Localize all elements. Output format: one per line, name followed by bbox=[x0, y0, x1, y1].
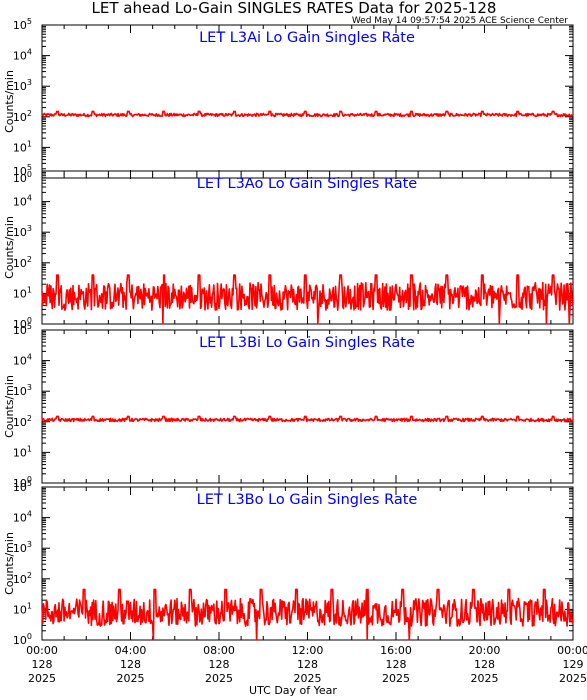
x-tick-label-year: 2025 bbox=[28, 672, 56, 685]
y-tick-label: 101 bbox=[13, 444, 32, 459]
x-tick-label-doy: 128 bbox=[297, 658, 318, 671]
x-tick-label-year: 2025 bbox=[205, 672, 233, 685]
y-axis-title: Counts/min bbox=[3, 70, 16, 133]
panel-3: 100 101 102 103 104 105 Counts/min LET L3Bi Lo … bbox=[3, 322, 574, 490]
y-tick-label: 105 bbox=[13, 17, 32, 32]
plot-frame bbox=[41, 329, 574, 484]
panel-title: LET L3Bo Lo Gain Singles Rate bbox=[197, 492, 418, 508]
x-tick-label-time: 00:00 bbox=[26, 644, 58, 657]
x-tick-label-year: 2025 bbox=[294, 672, 322, 685]
series-line bbox=[41, 110, 574, 118]
y-axis-title: Counts/min bbox=[3, 216, 16, 279]
x-tick-label-year: 2025 bbox=[117, 672, 145, 685]
y-tick-label: 102 bbox=[13, 571, 32, 586]
x-tick-label-time: 08:00 bbox=[203, 644, 235, 657]
x-axis-labels: 00:00128202504:00128202508:00128202512:0… bbox=[26, 644, 587, 685]
y-tick-label: 101 bbox=[13, 139, 32, 154]
series-line bbox=[41, 415, 574, 423]
panel-title: LET L3Ai Lo Gain Singles Rate bbox=[199, 30, 415, 46]
x-tick-label-time: 04:00 bbox=[115, 644, 147, 657]
y-tick-label: 102 bbox=[13, 255, 32, 270]
panel-4: 100 101 102 103 104 105 Counts/min LET L3Bo Lo … bbox=[3, 479, 574, 647]
panel-title: LET L3Bi Lo Gain Singles Rate bbox=[199, 335, 415, 351]
y-tick-label: 105 bbox=[13, 163, 32, 178]
x-tick-label-doy: 128 bbox=[209, 658, 230, 671]
y-tick-label: 105 bbox=[13, 479, 32, 494]
y-tick-label: 103 bbox=[13, 224, 32, 239]
x-axis-title: UTC Day of Year bbox=[249, 684, 337, 697]
series-line bbox=[41, 274, 574, 325]
y-tick-label: 101 bbox=[13, 601, 32, 616]
y-tick-label: 104 bbox=[13, 194, 32, 209]
y-tick-label: 104 bbox=[13, 48, 32, 63]
panel-1: 100 101 102 103 104 105 Counts/min LET L3Ai Lo … bbox=[3, 17, 574, 185]
y-tick-label: 101 bbox=[13, 285, 32, 300]
y-axis-title: Counts/min bbox=[3, 375, 16, 438]
x-tick-label-year: 2025 bbox=[382, 672, 410, 685]
x-tick-label-time: 16:00 bbox=[380, 644, 412, 657]
y-tick-label: 102 bbox=[13, 109, 32, 124]
panels: 100 101 102 103 104 105 Counts/min LET L3Ai Lo … bbox=[3, 17, 574, 647]
y-tick-label: 104 bbox=[13, 353, 32, 368]
panel-2: 100 101 102 103 104 105 Counts/min LET L3Ao Lo … bbox=[3, 163, 574, 331]
x-tick-label-time: 20:00 bbox=[469, 644, 501, 657]
x-tick-label-doy: 128 bbox=[32, 658, 53, 671]
y-tick-label: 104 bbox=[13, 510, 32, 525]
y-tick-label: 103 bbox=[13, 78, 32, 93]
y-tick-label: 100 bbox=[13, 316, 32, 331]
x-tick-label-doy: 128 bbox=[474, 658, 495, 671]
y-tick-label: 103 bbox=[13, 540, 32, 555]
series-line bbox=[41, 588, 574, 641]
y-tick-label: 100 bbox=[13, 475, 32, 490]
timestamp: Wed May 14 09:57:54 2025 ACE Science Cen… bbox=[352, 16, 568, 26]
x-tick-label-time: 00:00 bbox=[557, 644, 587, 657]
panel-title: LET L3Ao Lo Gain Singles Rate bbox=[197, 176, 417, 192]
figure-title: LET ahead Lo-Gain SINGLES RATES Data for… bbox=[92, 0, 497, 17]
y-tick-label: 103 bbox=[13, 383, 32, 398]
x-tick-label-doy: 129 bbox=[563, 658, 584, 671]
y-axis-title: Counts/min bbox=[3, 532, 16, 595]
x-tick-label-year: 2025 bbox=[471, 672, 499, 685]
x-tick-label-year: 2025 bbox=[559, 672, 587, 685]
x-tick-label-doy: 128 bbox=[120, 658, 141, 671]
y-tick-label: 102 bbox=[13, 414, 32, 429]
x-tick-label-time: 12:00 bbox=[292, 644, 324, 657]
y-tick-label: 100 bbox=[13, 632, 32, 647]
x-tick-label-doy: 128 bbox=[386, 658, 407, 671]
y-tick-label: 105 bbox=[13, 322, 32, 337]
y-tick-label: 100 bbox=[13, 170, 32, 185]
plot-frame bbox=[41, 24, 574, 179]
